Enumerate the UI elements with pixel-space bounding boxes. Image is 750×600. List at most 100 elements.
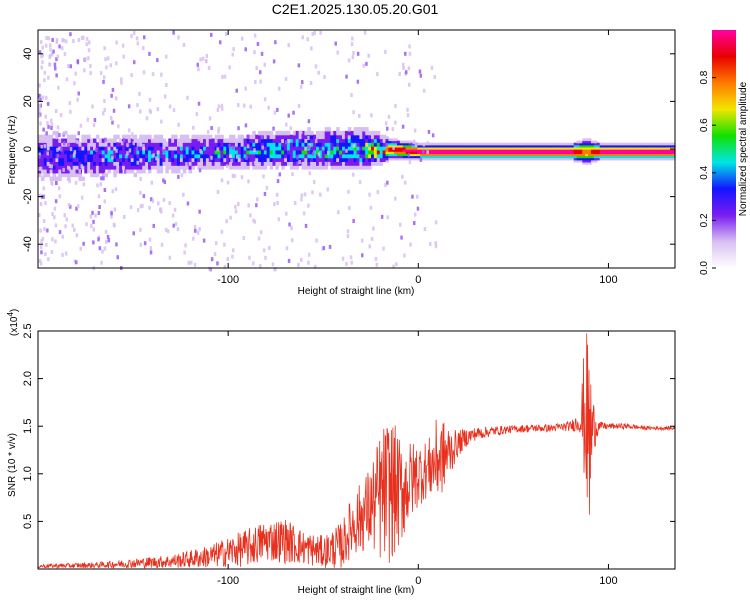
- spectrogram-cell: [182, 150, 187, 155]
- spectrogram-noise: [164, 227, 168, 232]
- spectrogram-cell: [182, 161, 187, 166]
- spectrogram-noise: [386, 126, 389, 131]
- spectrogram-cell: [107, 138, 111, 143]
- spectrogram-cell: [214, 157, 219, 162]
- spectrogram-noise: [372, 226, 375, 231]
- spectrogram-cell: [159, 142, 164, 147]
- spectrogram-cell: [504, 157, 508, 161]
- spectrogram-noise: [392, 145, 395, 150]
- spectrogram-cell: [93, 157, 97, 162]
- spectrogram-noise: [139, 204, 143, 209]
- spectrogram-cell: [486, 147, 491, 150]
- spectrogram-cell: [171, 134, 175, 140]
- spectrogram-cell: [443, 144, 447, 148]
- spectrogram-cell: [333, 134, 337, 140]
- spectrogram-cell: [385, 147, 389, 150]
- spectrogram-cell: [446, 153, 450, 157]
- spectrogram-cell: [185, 134, 190, 140]
- spectrogram-noise: [263, 62, 266, 67]
- spectrogram-cell: [402, 142, 407, 146]
- spectrogram-cell: [168, 142, 172, 147]
- spectrogram-cell: [110, 157, 114, 162]
- spectrogram-noise: [285, 122, 288, 127]
- spectrogram-noise: [164, 94, 167, 99]
- spectrogram-cell: [69, 165, 74, 170]
- spectrogram-cell: [437, 153, 442, 157]
- spectrogram-cell: [153, 161, 158, 166]
- spectrogram-cell: [78, 172, 82, 178]
- spectrogram-cell: [165, 153, 169, 159]
- spectrogram-cell: [38, 157, 42, 162]
- spectrogram-cell: [591, 147, 595, 150]
- spectrogram-cell: [116, 161, 120, 166]
- spectrogram-noise: [128, 128, 131, 133]
- spectrogram-cell: [122, 134, 126, 140]
- spectrogram-cell: [371, 134, 375, 140]
- spectrogram-cell: [614, 142, 618, 146]
- spectrogram-cell: [391, 140, 395, 144]
- spectrogram-cell: [593, 157, 598, 161]
- spectrogram-cell: [191, 142, 195, 147]
- spectrogram-cell: [344, 153, 349, 159]
- spectrogram-noise: [112, 222, 116, 227]
- spectrogram-cell: [376, 150, 381, 155]
- spectrogram-cell: [457, 149, 462, 152]
- spectrogram-cell: [113, 153, 117, 159]
- spectrogram-cell: [452, 147, 456, 150]
- spectrogram-cell: [281, 134, 285, 140]
- spectrogram-noise: [365, 61, 368, 66]
- spectrogram-cell: [631, 149, 636, 152]
- spectrogram-cell: [191, 138, 195, 143]
- spectrogram-cell: [58, 169, 62, 174]
- spectrogram-noise: [56, 54, 59, 59]
- spectrogram-cell: [122, 161, 126, 166]
- spectrogram-noise: [102, 75, 106, 80]
- spectrogram-cell: [420, 147, 424, 150]
- spectrogram-noise: [87, 56, 90, 61]
- spectrogram-cell: [220, 165, 224, 170]
- spectrogram-cell: [336, 146, 340, 151]
- spectrogram-noise: [136, 142, 140, 147]
- spectrogram-cell: [530, 155, 534, 159]
- spectrogram-cell: [316, 165, 320, 170]
- spectrogram-cell: [318, 134, 323, 140]
- spectrogram-cell: [469, 151, 473, 154]
- spectrogram-cell: [651, 157, 656, 161]
- spectrogram-noise: [272, 126, 275, 131]
- spectrogram-cell: [521, 153, 525, 157]
- spectrogram-cell: [182, 157, 187, 162]
- spectrogram-cell: [113, 172, 117, 178]
- spectrogram-cell: [205, 150, 210, 155]
- spectrogram-cell: [217, 161, 221, 166]
- spectrogram-noise: [308, 171, 312, 176]
- spectrogram-noise: [386, 180, 389, 185]
- spectrogram-cell: [394, 151, 398, 154]
- spectrogram-cell: [663, 142, 667, 146]
- spectrogram-cell: [287, 157, 291, 162]
- spectrogram-cell: [203, 165, 207, 170]
- spectrogram-noise: [337, 210, 340, 215]
- spectrogram-noise: [422, 142, 426, 147]
- spectrogram-cell: [139, 161, 143, 166]
- spectrogram-cell: [266, 161, 271, 166]
- spectrogram-noise: [76, 204, 80, 209]
- spectrogram-noise: [297, 262, 300, 267]
- spectrogram-noise: [257, 236, 261, 241]
- spectrogram-cell: [469, 155, 473, 159]
- spectrogram-cell: [295, 157, 300, 162]
- spectrogram-cell: [255, 153, 259, 159]
- spectrogram-cell: [585, 147, 589, 150]
- spectrogram-noise: [100, 260, 103, 265]
- spectrogram-cell: [573, 142, 578, 146]
- spectrogram-cell: [434, 144, 439, 148]
- spectrogram-cell: [495, 153, 499, 157]
- spectrogram-cell: [417, 144, 421, 148]
- snr-xtick-label: 0: [415, 575, 421, 587]
- spectrogram-cell: [174, 146, 178, 151]
- spectrogram-cell: [596, 144, 601, 148]
- spectrogram-cell: [156, 169, 161, 174]
- spectrogram-cell: [75, 161, 80, 166]
- spectrogram-cell: [310, 142, 314, 147]
- spectrogram-cell: [538, 147, 543, 150]
